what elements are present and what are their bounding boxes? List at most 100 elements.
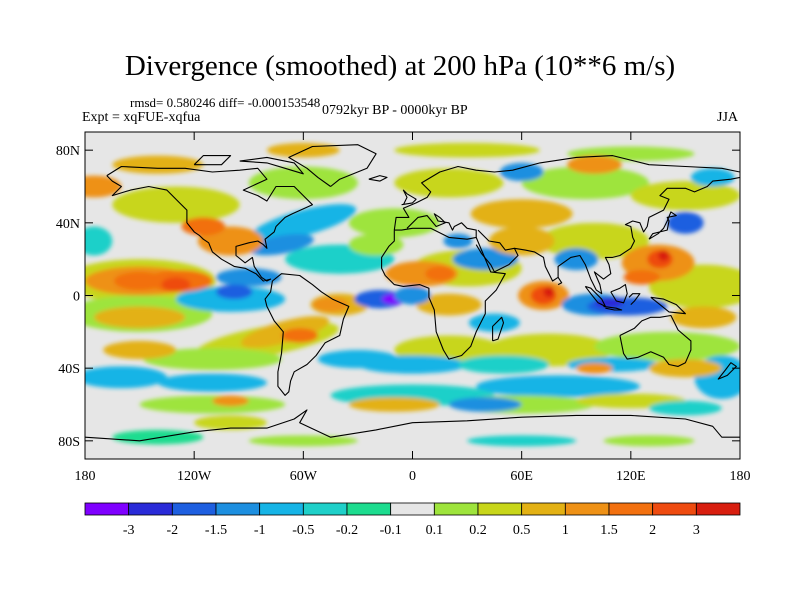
- y-tick-label: 80S: [58, 435, 80, 450]
- anomaly-blobs: [85, 142, 740, 447]
- coastline: [492, 316, 505, 342]
- anomaly-blob: [554, 248, 599, 271]
- anomaly-blob: [457, 355, 549, 374]
- y-tick-label: 0: [73, 290, 80, 305]
- period-label: 0792kyr BP - 0000kyr BP: [322, 103, 468, 118]
- coastline: [239, 156, 304, 175]
- season-label: JJA: [717, 110, 739, 125]
- anomaly-blob: [667, 211, 704, 234]
- chart-title: Divergence (smoothed) at 200 hPa (10**6 …: [124, 50, 676, 82]
- anomaly-blob: [85, 366, 167, 389]
- anomaly-blob: [603, 435, 695, 447]
- coastline: [648, 211, 677, 240]
- anomaly-blob: [175, 286, 286, 312]
- colorbar-label: 2: [649, 523, 656, 538]
- colorbar-label: -1: [254, 523, 266, 538]
- coastline: [393, 155, 740, 231]
- anomaly-blob: [216, 284, 253, 300]
- anomaly-blob: [348, 208, 440, 238]
- anomaly-blob: [85, 226, 113, 256]
- coastline: [650, 296, 686, 315]
- colorbar-label: -2: [166, 523, 178, 538]
- anomaly-blob: [521, 166, 650, 200]
- anomaly-blob: [623, 270, 660, 285]
- anomaly-blob: [470, 199, 573, 229]
- colorbar-swatch: [608, 502, 654, 516]
- colorbar-label: -0.1: [380, 523, 402, 538]
- anomaly-blob: [216, 268, 282, 287]
- anomaly-blob: [567, 155, 622, 174]
- colorbar-label: 3: [693, 523, 700, 538]
- coastline: [603, 305, 623, 311]
- anomaly-blob: [543, 286, 555, 298]
- anomaly-blob: [468, 313, 520, 332]
- colorbar-swatch: [521, 502, 566, 516]
- coastline: [557, 276, 563, 286]
- coastline: [475, 229, 519, 273]
- experiment-label: Expt = xqFUE-xqfua: [82, 110, 201, 125]
- x-tick-label: 120W: [177, 469, 212, 484]
- colorbar-swatch: [652, 502, 697, 516]
- coastlines: [85, 144, 740, 442]
- anomaly-blob: [250, 204, 357, 242]
- x-tick-label: 60E: [510, 469, 533, 484]
- anomaly-blob: [312, 297, 349, 312]
- anomaly-blob: [467, 435, 577, 447]
- anomaly-blob: [212, 395, 249, 407]
- field-layer: [85, 132, 740, 459]
- colorbar-label: 1.5: [600, 523, 618, 538]
- anomaly-blob: [248, 435, 358, 447]
- colorbar-swatch: [259, 502, 304, 516]
- coastline: [717, 362, 737, 380]
- anomaly-blob: [139, 395, 286, 414]
- colorbar-swatch: [564, 502, 610, 516]
- anomaly-blob: [488, 226, 555, 256]
- anomaly-blob: [394, 168, 504, 198]
- colorbar-label: -0.5: [292, 523, 314, 538]
- coastline: [610, 284, 628, 304]
- anomaly-blob: [594, 331, 740, 361]
- anomaly-blob: [281, 328, 318, 343]
- anomaly-blob: [114, 271, 166, 291]
- colorbar-swatch: [433, 502, 479, 516]
- anomaly-blob: [112, 155, 204, 174]
- coastline: [628, 293, 641, 305]
- anomaly-blob: [476, 375, 640, 398]
- anomaly-blob: [143, 348, 282, 370]
- x-tick-label: 60W: [290, 469, 318, 484]
- colorbar-swatch: [346, 502, 392, 516]
- anomaly-blob: [670, 306, 737, 329]
- statistics-label: rmsd= 0.580246 diff= -0.000153548: [130, 95, 321, 110]
- x-tick-label: 180: [75, 469, 96, 484]
- coastline: [368, 175, 388, 182]
- anomaly-blob: [112, 186, 240, 223]
- colorbar-swatch: [302, 502, 348, 516]
- x-tick-label: 0: [409, 469, 416, 484]
- coastline: [288, 144, 377, 187]
- anomaly-blob: [576, 362, 613, 374]
- x-tick-label: 120E: [616, 469, 646, 484]
- anomaly-blob: [248, 166, 358, 200]
- y-axis: 80N 40N 0 40S 80S: [56, 144, 740, 450]
- coastline: [406, 213, 477, 238]
- anomaly-blob: [103, 340, 176, 360]
- colorbar-label: 0.1: [426, 523, 444, 538]
- coastline: [514, 176, 740, 295]
- anomaly-blob: [649, 359, 722, 378]
- anomaly-blob: [181, 217, 226, 236]
- anomaly-blob: [94, 306, 186, 329]
- coastline: [619, 314, 692, 367]
- colorbar-swatch: [695, 502, 741, 516]
- anomaly-blob: [357, 355, 468, 374]
- coastline: [106, 165, 313, 282]
- colorbar-label: 1: [562, 523, 569, 538]
- coastline: [264, 273, 350, 396]
- colorbar-label: 0.2: [469, 523, 487, 538]
- colorbar-swatch: [128, 502, 173, 516]
- colorbar-swatch: [84, 502, 130, 516]
- colorbar-label: -1.5: [205, 523, 227, 538]
- y-tick-label: 80N: [56, 144, 80, 159]
- anomaly-blob: [194, 415, 267, 430]
- coastline: [401, 189, 417, 206]
